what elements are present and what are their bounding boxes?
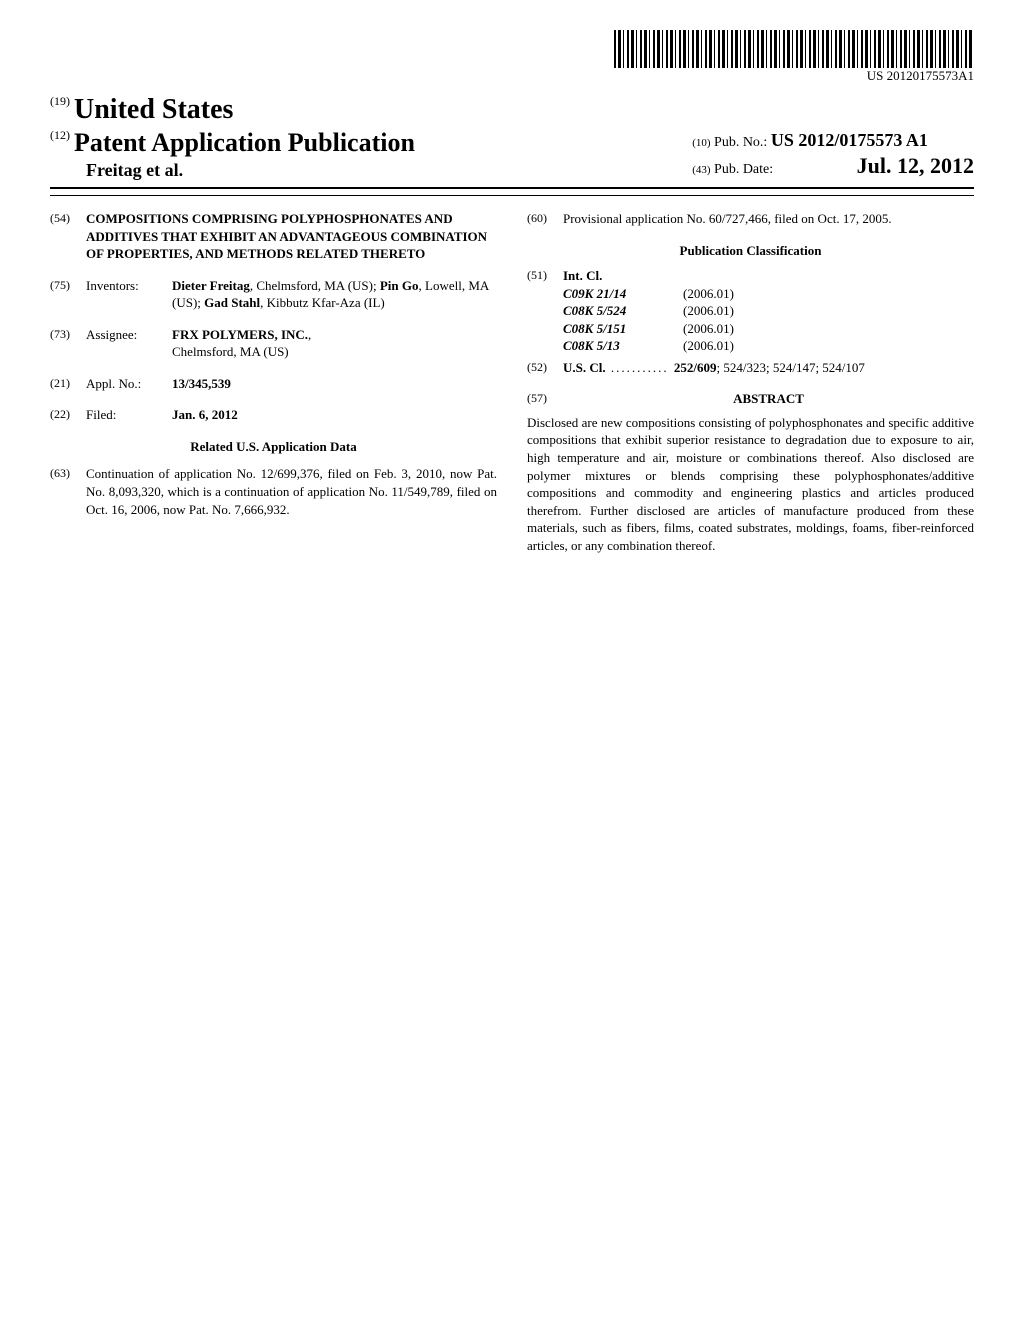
inventors-code: (75) (50, 277, 86, 312)
filed-field: (22) Filed: Jan. 6, 2012 (50, 406, 497, 424)
pubdate-code: (43) (692, 164, 710, 176)
uscl-code: (52) (527, 359, 563, 377)
abstract-code: (57) (527, 390, 563, 408)
uscl-rest: ; 524/323; 524/147; 524/107 (717, 360, 865, 375)
rule-thick (50, 187, 974, 189)
abstract-text: Disclosed are new compositions consistin… (527, 414, 974, 554)
pubdate-line: (43) Pub. Date: Jul. 12, 2012 (692, 153, 974, 179)
intcl-row: C08K 5/524(2006.01) (563, 302, 974, 320)
intcl-row: C09K 21/14(2006.01) (563, 285, 974, 303)
publication-type: Patent Application Publication (74, 128, 415, 157)
assignee-label: Assignee: (86, 326, 172, 361)
abstract-header: (57) ABSTRACT (527, 390, 974, 408)
continuation-code: (63) (50, 465, 86, 518)
pub-code: (12) (50, 128, 70, 142)
intcl-year: (2006.01) (683, 337, 773, 355)
right-column: (60) Provisional application No. 60/727,… (527, 210, 974, 554)
inventors-field: (75) Inventors: Dieter Freitag, Chelmsfo… (50, 277, 497, 312)
intcl-year: (2006.01) (683, 302, 773, 320)
intcl-row: C08K 5/13(2006.01) (563, 337, 974, 355)
pubno-line: (10) Pub. No.: US 2012/0175573 A1 (692, 130, 974, 151)
uscl-value: U.S. Cl. ........... 252/609; 524/323; 5… (563, 359, 974, 377)
inventors-value: Dieter Freitag, Chelmsford, MA (US); Pin… (172, 277, 497, 312)
uscl-field: (52) U.S. Cl. ........... 252/609; 524/3… (527, 359, 974, 377)
pubdate: Jul. 12, 2012 (857, 153, 974, 178)
header: (19) United States (12) Patent Applicati… (50, 94, 974, 181)
pubclass-heading: Publication Classification (527, 242, 974, 260)
country-name: United States (74, 94, 233, 125)
intcl-row: C08K 5/151(2006.01) (563, 320, 974, 338)
intcl-class: C08K 5/151 (563, 320, 683, 338)
publication-type-line: (12) Patent Application Publication (50, 128, 415, 158)
barcode-region: US 20120175573A1 (50, 30, 974, 86)
intcl-class: C08K 5/524 (563, 302, 683, 320)
inventor-1-name: Dieter Freitag (172, 278, 250, 293)
pubno: US 2012/0175573 A1 (771, 130, 928, 150)
invention-title: COMPOSITIONS COMPRISING POLYPHOSPHONATES… (86, 210, 497, 263)
applno: 13/345,539 (172, 376, 231, 391)
barcode-graphic: US 20120175573A1 (614, 30, 974, 86)
authors: Freitag et al. (86, 160, 415, 181)
intcl-year: (2006.01) (683, 285, 773, 303)
country-line: (19) United States (50, 94, 415, 126)
barcode-number: US 20120175573A1 (614, 68, 974, 84)
continuation-text: Continuation of application No. 12/699,3… (86, 465, 497, 518)
filed-code: (22) (50, 406, 86, 424)
provisional-code: (60) (527, 210, 563, 228)
assignee-name: FRX POLYMERS, INC. (172, 327, 308, 342)
uscl-primary: 252/609 (674, 360, 717, 375)
related-heading: Related U.S. Application Data (50, 438, 497, 456)
inventor-2-name: Pin Go (380, 278, 419, 293)
header-right: (10) Pub. No.: US 2012/0175573 A1 (43) P… (692, 130, 974, 181)
continuation-field: (63) Continuation of application No. 12/… (50, 465, 497, 518)
assignee-location: Chelmsford, MA (US) (172, 344, 289, 359)
uscl-dots: ........... (606, 360, 674, 375)
filed-label: Filed: (86, 406, 172, 424)
applno-code: (21) (50, 375, 86, 393)
country-code: (19) (50, 94, 70, 108)
intcl-label: Int. Cl. (563, 268, 602, 283)
pubno-code: (10) (692, 137, 710, 149)
intcl-code: (51) (527, 267, 563, 355)
left-column: (54) COMPOSITIONS COMPRISING POLYPHOSPHO… (50, 210, 497, 554)
intcl-class: C08K 5/13 (563, 337, 683, 355)
applno-field: (21) Appl. No.: 13/345,539 (50, 375, 497, 393)
abstract-label: ABSTRACT (733, 391, 804, 406)
intcl-year: (2006.01) (683, 320, 773, 338)
intcl-class: C09K 21/14 (563, 285, 683, 303)
header-left: (19) United States (12) Patent Applicati… (50, 94, 415, 181)
applno-label: Appl. No.: (86, 375, 172, 393)
filed-date: Jan. 6, 2012 (172, 407, 238, 422)
pubdate-label: Pub. Date: (714, 162, 773, 177)
assignee-code: (73) (50, 326, 86, 361)
title-field: (54) COMPOSITIONS COMPRISING POLYPHOSPHO… (50, 210, 497, 263)
pubno-label: Pub. No.: (714, 135, 767, 150)
barcode-bars (614, 30, 974, 68)
assignee-field: (73) Assignee: FRX POLYMERS, INC., Chelm… (50, 326, 497, 361)
assignee-value: FRX POLYMERS, INC., Chelmsford, MA (US) (172, 326, 497, 361)
rule-thin (50, 195, 974, 196)
uscl-label: U.S. Cl. (563, 360, 606, 375)
provisional-field: (60) Provisional application No. 60/727,… (527, 210, 974, 228)
intcl-block: Int. Cl. C09K 21/14(2006.01) C08K 5/524(… (563, 267, 974, 355)
inventor-3-rest: , Kibbutz Kfar-Aza (IL) (260, 295, 385, 310)
intcl-field: (51) Int. Cl. C09K 21/14(2006.01) C08K 5… (527, 267, 974, 355)
inventor-3-name: Gad Stahl (204, 295, 260, 310)
inventors-label: Inventors: (86, 277, 172, 312)
body-columns: (54) COMPOSITIONS COMPRISING POLYPHOSPHO… (50, 210, 974, 554)
inventor-1-rest: , Chelmsford, MA (US); (250, 278, 380, 293)
provisional-text: Provisional application No. 60/727,466, … (563, 210, 974, 228)
title-code: (54) (50, 210, 86, 263)
